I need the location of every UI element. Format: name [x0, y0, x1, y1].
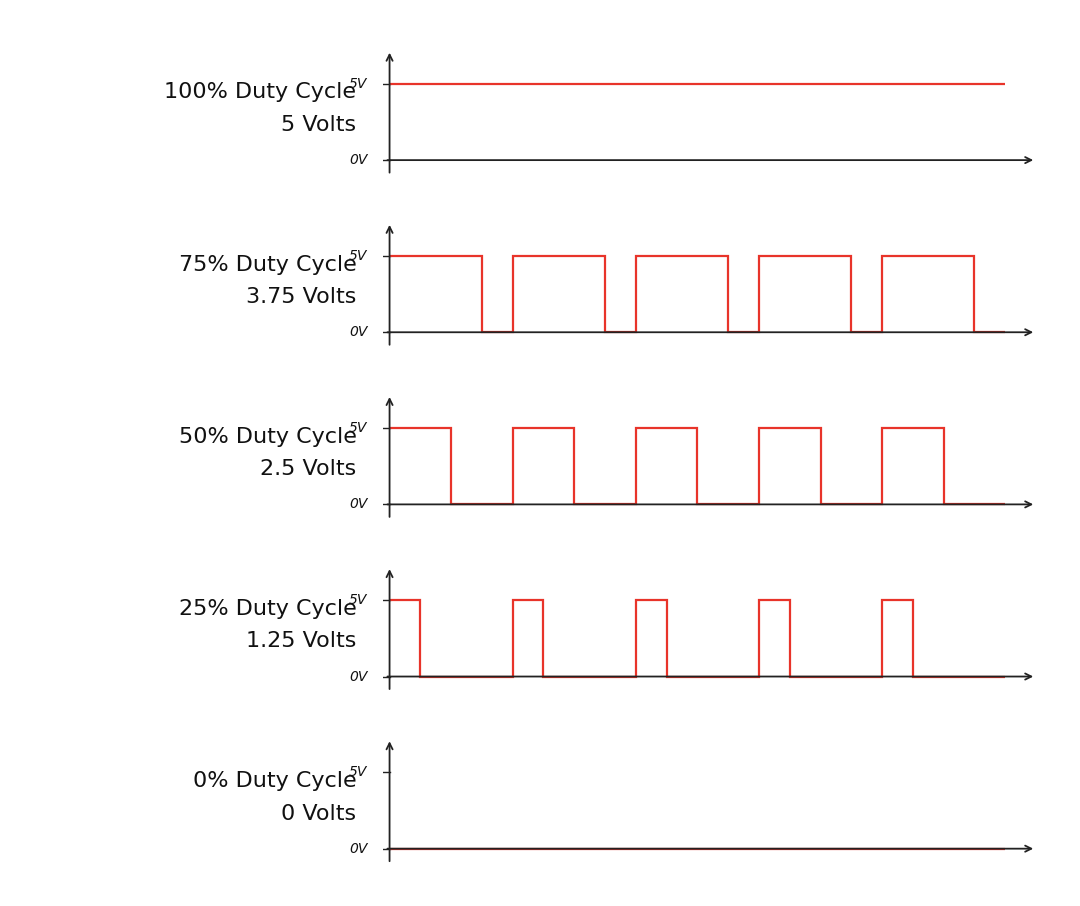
Text: 0V: 0V: [349, 842, 367, 855]
Text: 0V: 0V: [349, 497, 367, 511]
Text: 50% Duty Cycle: 50% Duty Cycle: [178, 427, 356, 447]
Text: 0V: 0V: [349, 325, 367, 339]
Text: 5V: 5V: [349, 766, 367, 779]
Text: 5V: 5V: [349, 593, 367, 607]
Text: 5V: 5V: [349, 77, 367, 91]
Text: 25% Duty Cycle: 25% Duty Cycle: [178, 599, 356, 619]
Text: 5V: 5V: [349, 249, 367, 263]
Text: 0V: 0V: [349, 670, 367, 683]
Text: 5V: 5V: [349, 421, 367, 435]
Text: 1.25 Volts: 1.25 Volts: [246, 631, 356, 651]
Text: 0 Volts: 0 Volts: [281, 804, 356, 824]
Text: 75% Duty Cycle: 75% Duty Cycle: [178, 255, 356, 275]
Text: 0V: 0V: [349, 153, 367, 167]
Text: 5 Volts: 5 Volts: [281, 115, 356, 135]
Text: 2.5 Volts: 2.5 Volts: [260, 459, 356, 479]
Text: 0% Duty Cycle: 0% Duty Cycle: [192, 771, 356, 791]
Text: 100% Duty Cycle: 100% Duty Cycle: [164, 82, 356, 102]
Text: 3.75 Volts: 3.75 Volts: [246, 287, 356, 307]
